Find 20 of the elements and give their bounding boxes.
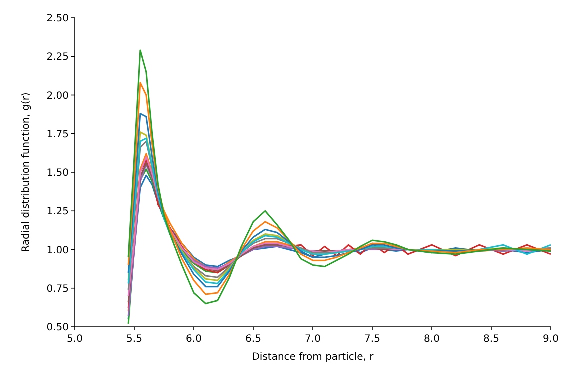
y-tick-label: 1.00 — [46, 245, 69, 256]
y-tick-label: 2.25 — [46, 52, 69, 64]
y-tick-label: 1.75 — [46, 129, 69, 140]
y-tick-label: 2.50 — [46, 14, 69, 24]
y-tick-label: 1.25 — [46, 206, 69, 218]
x-tick-label: 6.0 — [186, 334, 202, 345]
y-tick-label: 1.50 — [46, 168, 69, 179]
y-tick-label: 2.00 — [46, 90, 69, 102]
x-tick-label: 7.0 — [305, 334, 321, 345]
x-tick-label: 7.5 — [364, 334, 380, 345]
x-tick-label: 8.0 — [424, 334, 440, 345]
x-tick-label: 5.0 — [67, 334, 83, 345]
x-tick-label: 9.0 — [543, 334, 559, 345]
x-tick-label: 5.5 — [126, 334, 142, 345]
y-tick-label: 0.75 — [46, 284, 69, 295]
x-tick-label: 8.5 — [484, 334, 500, 345]
y-tick-label: 0.50 — [46, 322, 69, 334]
x-tick-label: 6.5 — [246, 334, 262, 345]
x-axis-title: Distance from particle, r — [252, 352, 375, 363]
y-axis-title: Radial distribution function, g(r) — [21, 92, 32, 252]
